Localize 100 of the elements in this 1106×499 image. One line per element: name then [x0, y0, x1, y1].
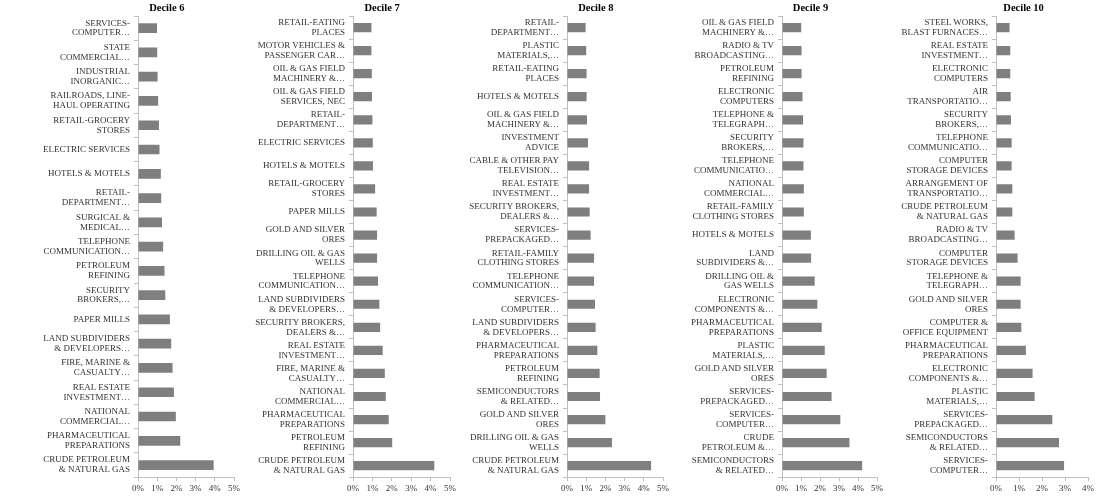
- bar: [138, 168, 161, 179]
- y-tick-label: HOTELS & MOTELS: [263, 160, 345, 171]
- bar: [782, 207, 804, 217]
- y-tick-label: GOLD AND SILVER ORES: [908, 293, 988, 314]
- x-tick-label: 4%: [424, 482, 438, 493]
- bar: [782, 322, 822, 332]
- y-tick-label: NATIONAL COMMERCIAL…: [274, 385, 345, 406]
- y-tick-label: ELECTRONIC COMPONENTS &…: [694, 293, 774, 314]
- y-tick-label: LAND SUBDIVIDERS &…: [696, 247, 775, 268]
- x-tick-label: 5%: [871, 482, 884, 493]
- y-tick-label: SECURITY BROKERS,…: [77, 284, 131, 305]
- y-tick-label: STEEL WORKS, BLAST FURNACES…: [901, 16, 988, 37]
- y-tick-label: ARRANGEMENT OF TRANSPORTATIO…: [905, 178, 988, 199]
- y-tick-label: SEMICONDUCTORS & RELATED…: [905, 432, 988, 452]
- bar: [138, 120, 159, 131]
- y-tick-label: TELEPHONE COMMUNICATION…: [472, 270, 560, 291]
- x-tick-label: 4%: [852, 482, 865, 493]
- y-tick-label: TELEPHONE COMMUNICATION…: [43, 236, 131, 256]
- y-tick-label: SERVICES-PREPACKAGED…: [914, 408, 988, 429]
- x-tick-label: 4%: [637, 482, 651, 493]
- y-tick-label: PHARMACEUTICAL PREPARATIONS: [46, 430, 130, 451]
- bar: [567, 368, 600, 379]
- y-tick-label: STATE COMMERCIAL…: [59, 41, 131, 62]
- y-tick-label: MOTOR VEHICLES & PASSENGER CAR…: [257, 40, 345, 60]
- y-tick-label: HOTELS & MOTELS: [692, 229, 774, 240]
- chart-title: Decile 7: [364, 1, 400, 13]
- x-tick-label: 5%: [228, 482, 241, 493]
- y-tick-label: RETAIL-DEPARTMENT…: [276, 109, 345, 130]
- bar: [996, 207, 1013, 217]
- x-tick-label: 3%: [833, 482, 846, 493]
- x-tick-label: 4%: [1082, 482, 1095, 493]
- y-tick-label: PETROLEUM REFINING: [720, 63, 775, 83]
- y-tick-label: DRILLING OIL & GAS WELLS: [256, 247, 345, 268]
- bar: [782, 22, 802, 33]
- y-tick-label: OIL & GAS FIELD MACHINERY &…: [487, 109, 560, 130]
- bar: [782, 115, 804, 125]
- y-tick-label: TELEPHONE & TELEGRAPH…: [712, 109, 774, 130]
- bar: [138, 217, 162, 228]
- y-tick-label: REAL ESTATE INVESTMENT…: [921, 40, 989, 60]
- x-tick-label: 0%: [132, 482, 145, 493]
- x-tick-label: 2%: [814, 482, 827, 493]
- y-tick-label: SERVICES-PREPACKAGED…: [700, 385, 774, 406]
- bar: [996, 161, 1012, 171]
- y-tick-label: RAILROADS, LINE-HAUL OPERATING: [50, 90, 131, 111]
- y-tick-label: ELECTRIC SERVICES: [42, 143, 130, 154]
- y-tick-label: SECURITY BROKERS,…: [721, 132, 775, 153]
- bar: [567, 69, 587, 79]
- y-tick-label: AIR TRANSPORTATIO…: [907, 86, 988, 107]
- bar: [567, 299, 596, 309]
- bar: [567, 438, 612, 448]
- bar: [782, 276, 815, 286]
- y-tick-label: RETAIL-FAMILY CLOTHING STORES: [477, 247, 560, 268]
- bar: [782, 438, 850, 448]
- x-tick-label: 0%: [561, 482, 574, 493]
- y-tick-label: PLASTIC MATERIALS,…: [497, 40, 559, 60]
- y-tick-label: OIL & GAS FIELD MACHINERY &…: [273, 63, 346, 83]
- y-tick-label: SEMICONDUCTORS & RELATED…: [476, 385, 559, 406]
- y-tick-label: PETROLEUM REFINING: [505, 362, 560, 383]
- y-tick-label: SECURITY BROKERS, DEALERS &…: [255, 316, 345, 337]
- bar: [138, 96, 159, 106]
- bar: [567, 161, 590, 171]
- bar: [567, 138, 588, 148]
- y-tick-label: LAND SUBDIVIDERS & DEVELOPERS…: [472, 316, 559, 337]
- y-tick-label: HOTELS & MOTELS: [48, 168, 130, 179]
- bar: [996, 391, 1035, 402]
- bar: [138, 338, 172, 349]
- y-tick-label: RETAIL-FAMILY CLOTHING STORES: [692, 201, 775, 222]
- bar: [996, 414, 1053, 425]
- y-tick-label: RETAIL-EATING PLACES: [278, 16, 346, 37]
- bar: [996, 253, 1018, 263]
- bar: [353, 115, 373, 125]
- y-tick-label: HOTELS & MOTELS: [477, 91, 559, 102]
- bar: [567, 345, 598, 355]
- y-tick-label: REAL ESTATE INVESTMENT…: [492, 178, 560, 199]
- bar: [782, 161, 804, 171]
- bar: [138, 387, 174, 398]
- bar: [353, 299, 380, 309]
- y-tick-label: SURGICAL & MEDICAL…: [76, 211, 130, 232]
- bar: [782, 345, 825, 355]
- x-tick-label: 1%: [1013, 482, 1026, 493]
- bar: [353, 161, 373, 171]
- y-tick-label: CRUDE PETROLEUM & NATURAL GAS: [43, 454, 130, 475]
- y-tick-label: NATIONAL COMMERCIAL…: [703, 178, 774, 199]
- bar: [353, 92, 373, 102]
- y-tick-label: RETAIL-GROCERY STORES: [268, 178, 346, 199]
- bar: [353, 22, 372, 33]
- chart-title: Decile 10: [1003, 1, 1044, 13]
- bar: [782, 230, 811, 240]
- bar: [996, 115, 1011, 125]
- bar: [353, 345, 383, 355]
- bar: [567, 414, 606, 425]
- bar: [782, 138, 804, 148]
- bar: [567, 276, 595, 286]
- bar: [782, 391, 832, 402]
- x-tick-label: 5%: [657, 482, 670, 493]
- y-tick-label: COMPUTER STORAGE DEVICES: [906, 155, 988, 176]
- bar: [353, 368, 385, 379]
- bar: [353, 207, 377, 217]
- x-tick-label: 2%: [1036, 482, 1049, 493]
- bar: [567, 253, 595, 263]
